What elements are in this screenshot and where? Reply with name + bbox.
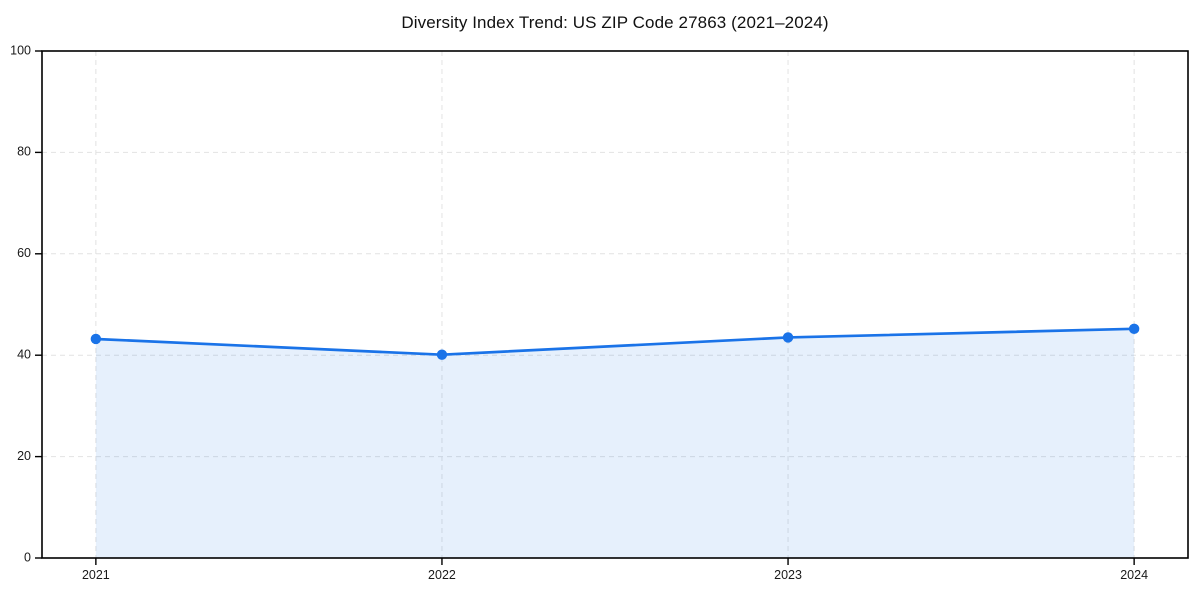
area-polygon bbox=[95, 328, 1135, 558]
chart-title: Diversity Index Trend: US ZIP Code 27863… bbox=[401, 13, 829, 32]
y-tick-label: 40 bbox=[17, 347, 31, 361]
line-path bbox=[94, 327, 1136, 357]
trend-line bbox=[94, 327, 1136, 357]
y-tick-label: 60 bbox=[17, 246, 31, 260]
x-tick-label: 2023 bbox=[774, 568, 802, 582]
x-tick-label: 2024 bbox=[1120, 568, 1148, 582]
y-tick-label: 20 bbox=[17, 449, 31, 463]
y-tick-label: 80 bbox=[17, 145, 31, 159]
y-tick-label: 100 bbox=[10, 43, 31, 57]
data-point bbox=[1128, 323, 1140, 335]
axis-ticks bbox=[35, 50, 1135, 565]
x-tick-label: 2022 bbox=[428, 568, 456, 582]
gridlines bbox=[42, 51, 1188, 558]
data-points bbox=[90, 323, 1140, 360]
x-tick-label: 2021 bbox=[82, 568, 110, 582]
data-point bbox=[782, 332, 794, 343]
data-point bbox=[436, 349, 448, 360]
area-fill bbox=[95, 328, 1135, 558]
border-rect bbox=[41, 50, 1189, 559]
data-point bbox=[90, 333, 102, 345]
plot-border bbox=[41, 50, 1189, 559]
axis-tick-labels: 0 20 40 60 80 100 2021 2022 2023 2024 bbox=[10, 43, 1148, 582]
y-tick-label: 0 bbox=[24, 550, 31, 564]
